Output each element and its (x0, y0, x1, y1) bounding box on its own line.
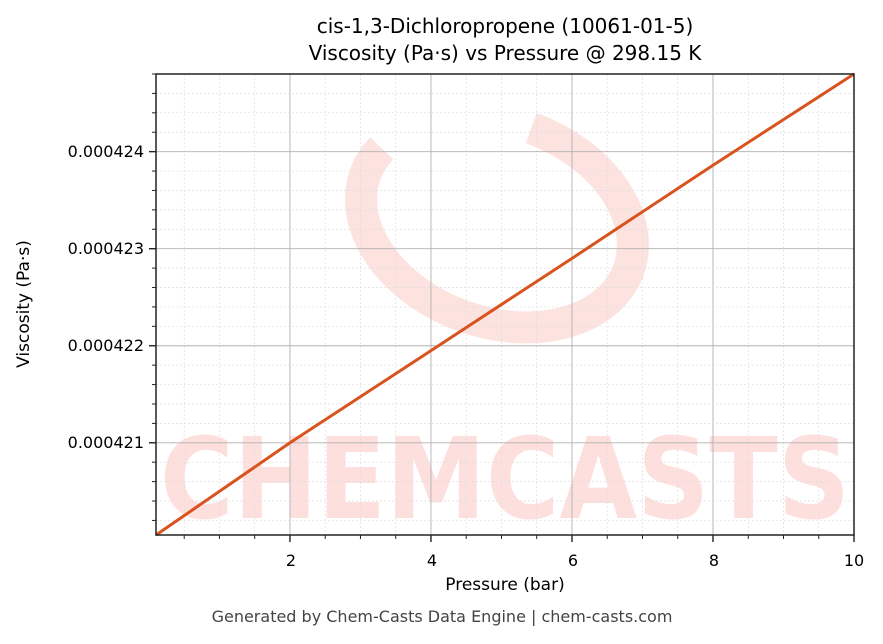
x-tick-label: 10 (844, 551, 864, 570)
watermark-text: CHEMCASTS (160, 415, 850, 545)
data-series (155, 72, 855, 537)
axes-frame (155, 73, 855, 536)
x-tick-labels: 2 4 6 8 10 (286, 551, 864, 570)
grid (156, 73, 855, 535)
x-tick-label: 6 (568, 551, 578, 570)
y-tick-label: 0.000421 (68, 433, 144, 452)
chart-title-line2: Viscosity (Pa·s) vs Pressure @ 298.15 K (308, 41, 702, 65)
chart-title-line1: cis-1,3-Dichloropropene (10061-01-5) (316, 14, 694, 38)
x-tick-label: 8 (709, 551, 719, 570)
viscosity-line (155, 72, 855, 537)
y-tick-label: 0.000423 (68, 239, 144, 258)
y-tick-label: 0.000422 (68, 336, 144, 355)
y-axis-label: Viscosity (Pa·s) (14, 240, 34, 368)
x-axis-label: Pressure (bar) (445, 575, 565, 595)
x-tick-label: 2 (286, 551, 296, 570)
y-tick-label: 0.000424 (68, 142, 144, 161)
x-tick-label: 4 (427, 551, 437, 570)
ticks (149, 73, 855, 542)
y-tick-labels: 0.000421 0.000422 0.000423 0.000424 (68, 142, 144, 452)
footer-credit: Generated by Chem-Casts Data Engine | ch… (211, 607, 673, 626)
watermark-logo-icon (345, 100, 649, 344)
